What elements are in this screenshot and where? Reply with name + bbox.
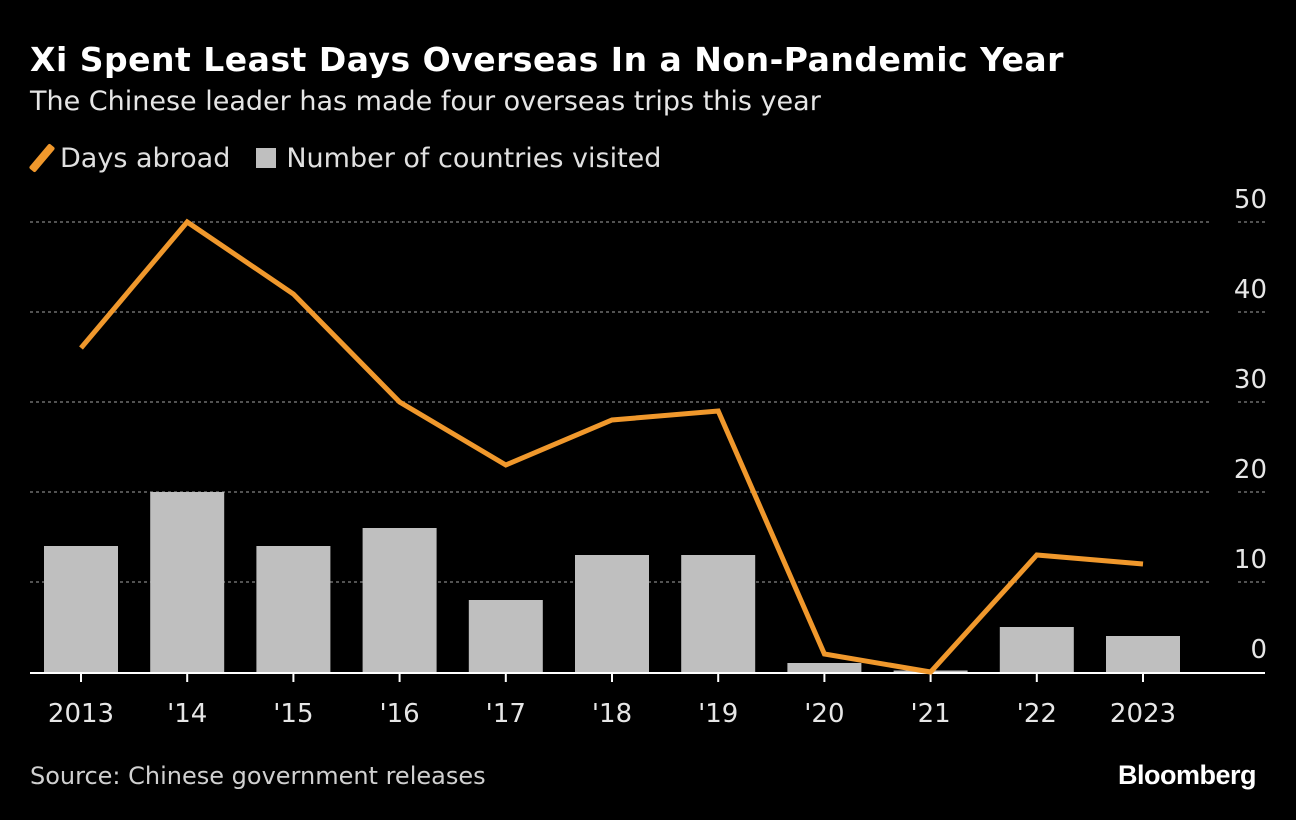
bar-9 bbox=[999, 627, 1074, 672]
bar-6 bbox=[681, 555, 756, 672]
bar-10 bbox=[1106, 636, 1180, 672]
bar-0 bbox=[44, 546, 118, 672]
bar-5 bbox=[575, 555, 649, 672]
legend-label-days-abroad: Days abroad bbox=[60, 142, 231, 174]
chart-subtitle: The Chinese leader has made four oversea… bbox=[30, 86, 821, 117]
y-tick-label: 10 bbox=[1234, 545, 1267, 575]
x-tick-label: 2013 bbox=[48, 699, 114, 729]
y-tick-label: 40 bbox=[1234, 275, 1267, 305]
x-tick-label: '17 bbox=[486, 699, 526, 729]
legend-item-countries-visited: Number of countries visited bbox=[256, 143, 661, 174]
legend-bar-swatch bbox=[256, 148, 277, 168]
y-tick-label: 20 bbox=[1234, 455, 1267, 485]
x-tick-label: '15 bbox=[273, 699, 313, 729]
x-tick-label: '20 bbox=[804, 699, 844, 729]
legend-label-countries-visited: Number of countries visited bbox=[286, 142, 662, 174]
x-tick-label: '21 bbox=[910, 699, 950, 729]
bar-7 bbox=[787, 663, 862, 672]
x-tick-label: '16 bbox=[379, 699, 419, 729]
chart-title: Xi Spent Least Days Overseas In a Non-Pa… bbox=[30, 40, 1064, 79]
y-tick-label: 50 bbox=[1234, 185, 1267, 215]
bloomberg-logo: Bloomberg bbox=[1117, 760, 1257, 790]
source-note: Source: Chinese government releases bbox=[30, 762, 486, 790]
x-tick-label: '19 bbox=[698, 699, 738, 729]
x-tick-label: 2023 bbox=[1110, 699, 1176, 729]
y-tick-label: 0 bbox=[1250, 635, 1267, 665]
bar-3 bbox=[362, 528, 437, 672]
y-tick-label: 30 bbox=[1234, 365, 1267, 395]
x-tick-label: '14 bbox=[167, 699, 207, 729]
chart-legend: Days abroad Number of countries visited bbox=[28, 142, 687, 174]
bar-1 bbox=[150, 492, 225, 672]
bar-2 bbox=[256, 546, 331, 672]
x-tick-label: '18 bbox=[592, 699, 632, 729]
legend-item-days-abroad: Days abroad bbox=[28, 142, 231, 174]
x-tick-label: '22 bbox=[1017, 699, 1057, 729]
bar-4 bbox=[468, 600, 543, 672]
